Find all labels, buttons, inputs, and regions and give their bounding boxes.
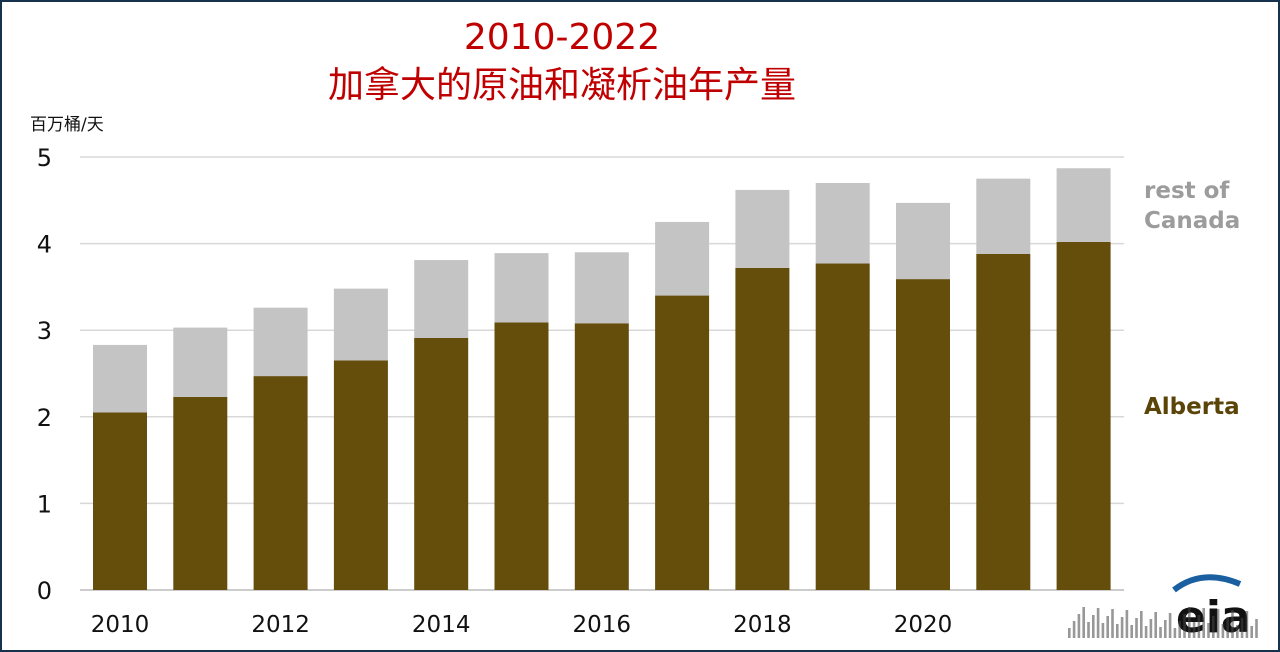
watermark-bar (1140, 611, 1143, 638)
legend-alberta: Alberta (1144, 394, 1240, 420)
bar-alberta-2013 (333, 360, 388, 590)
bar-rest-of-canada-2019 (815, 182, 870, 264)
bar-alberta-2022 (1056, 241, 1111, 591)
watermark-bar (1116, 624, 1119, 638)
watermark-bar (1197, 615, 1201, 638)
bar-rest-of-canada-2015 (494, 253, 549, 323)
bar-alberta-2020 (896, 279, 950, 590)
watermark-bar (1130, 625, 1133, 638)
bar-alberta-2011 (173, 396, 228, 590)
watermark-bar (1106, 616, 1109, 638)
watermark-bar (1072, 621, 1076, 638)
y-tick-label: 2 (37, 404, 52, 432)
bar-alberta-2018 (735, 267, 790, 590)
x-tick-label: 2010 (91, 612, 150, 638)
watermark-bar (1216, 609, 1220, 638)
bar-alberta-2010 (93, 412, 147, 590)
watermark-bar (1212, 616, 1215, 638)
bar-rest-of-canada-2018 (735, 189, 790, 268)
watermark-bar (1192, 622, 1196, 638)
y-axis-unit-label: 百万桶/天 (30, 115, 104, 135)
y-tick-label: 4 (37, 231, 52, 259)
y-tick-label: 5 (37, 144, 52, 172)
watermark-bar (1202, 608, 1205, 638)
watermark-bar (1144, 626, 1148, 638)
watermark-bar (1221, 624, 1225, 638)
watermark-bar (1250, 626, 1253, 638)
x-tick-label: 2014 (412, 612, 471, 638)
watermark-bar (1178, 621, 1181, 638)
watermark-bar (1087, 622, 1090, 638)
y-tick-label: 1 (37, 490, 52, 518)
watermark-bar (1255, 619, 1258, 638)
bar-rest-of-canada-2016 (574, 252, 629, 324)
y-tick-label: 3 (37, 317, 52, 345)
bar-alberta-2017 (655, 295, 710, 590)
watermark-bar (1236, 625, 1239, 638)
bar-rest-of-canada-2017 (655, 221, 710, 296)
bar-rest-of-canada-2021 (976, 178, 1031, 254)
watermark-bar (1231, 610, 1234, 638)
x-tick-label: 2012 (251, 612, 310, 638)
y-tick-label: 0 (37, 577, 52, 605)
legend-rest-of-canada-line1: rest of (1144, 178, 1230, 204)
watermark-bar (1164, 620, 1167, 638)
watermark-bar (1207, 623, 1210, 638)
watermark-bar (1159, 627, 1162, 638)
bar-rest-of-canada-2014 (414, 260, 469, 338)
watermark-bar (1240, 618, 1244, 638)
bars (93, 168, 1111, 591)
legend: rest of Canada Alberta (1144, 178, 1240, 420)
watermark-bar (1068, 628, 1071, 638)
x-tick-label: 2018 (733, 612, 792, 638)
watermark-bar (1111, 609, 1114, 638)
watermark-bar (1173, 628, 1177, 638)
chart-title-line1: 2010-2022 (463, 17, 661, 58)
bar-rest-of-canada-2012 (253, 307, 308, 377)
bar-rest-of-canada-2020 (896, 202, 950, 280)
bar-alberta-2014 (414, 337, 469, 590)
y-tick-labels: 0 1 2 3 4 5 (37, 144, 52, 605)
bar-alberta-2015 (494, 322, 549, 590)
legend-rest-of-canada-line2: Canada (1144, 208, 1240, 234)
bar-alberta-2019 (815, 263, 870, 590)
watermark-bar (1135, 618, 1138, 638)
watermark-bar (1082, 607, 1085, 638)
watermark-bar (1154, 612, 1157, 638)
x-tick-label: 2016 (573, 612, 632, 638)
watermark-bar (1096, 608, 1100, 638)
bar-alberta-2016 (574, 323, 629, 590)
watermark-bar (1245, 611, 1249, 638)
x-tick-label: 2020 (894, 612, 953, 638)
watermark-bar (1125, 610, 1129, 638)
watermark-bars (1068, 602, 1268, 647)
x-tick-labels: 2010 2012 2014 2016 2018 2020 (91, 612, 953, 638)
watermark-bar (1101, 623, 1105, 638)
watermark-bar (1149, 619, 1153, 638)
watermark-bar (1168, 613, 1172, 638)
bar-alberta-2021 (976, 253, 1031, 590)
bar-rest-of-canada-2022 (1056, 168, 1111, 242)
watermark-bar (1092, 615, 1095, 638)
watermark-bar (1226, 617, 1229, 638)
bar-rest-of-canada-2013 (333, 288, 388, 361)
bar-rest-of-canada-2010 (93, 344, 147, 413)
watermark-bar (1188, 607, 1191, 638)
watermark-bar (1183, 614, 1186, 638)
bar-rest-of-canada-2011 (173, 327, 228, 397)
watermark-bar (1120, 617, 1124, 638)
bar-alberta-2012 (253, 376, 308, 590)
chart-title-line2: 加拿大的原油和凝析油年产量 (327, 65, 796, 106)
watermark-bar (1077, 614, 1081, 638)
